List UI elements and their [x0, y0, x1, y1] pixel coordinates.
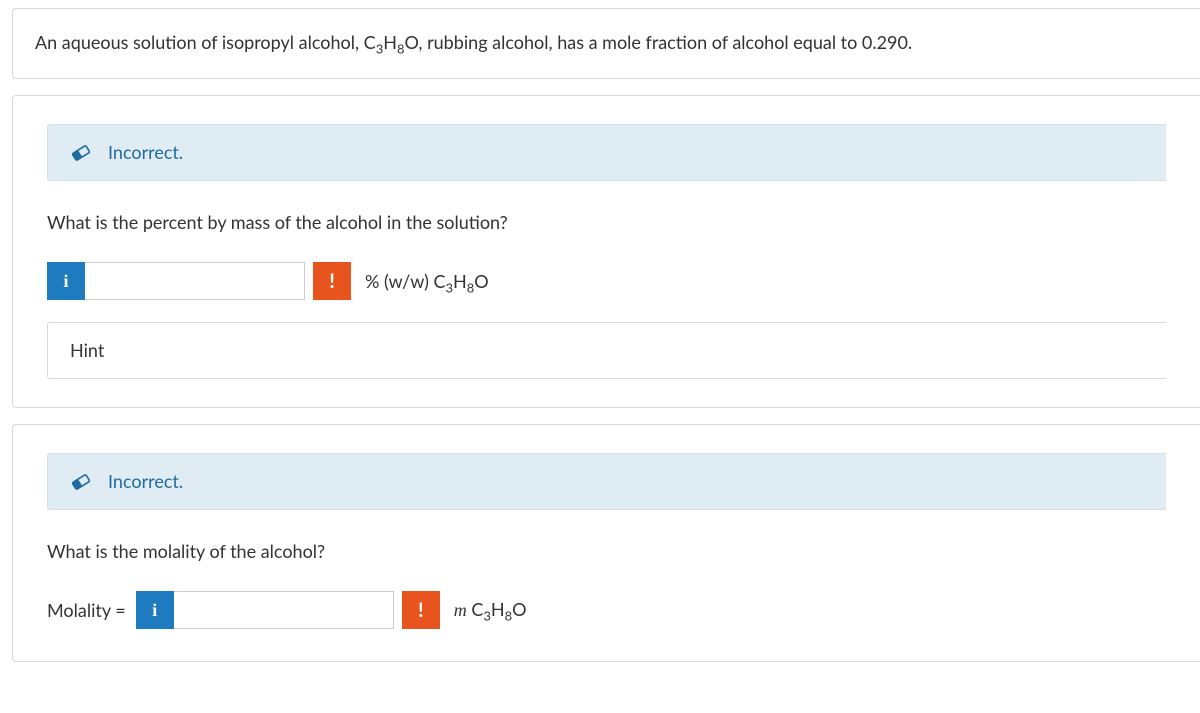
info-button[interactable]: i: [47, 262, 85, 300]
intro-formula: C3H8O: [364, 31, 419, 53]
part1-unit-label: % (w/w) C3H8O: [365, 268, 489, 295]
part1-panel: Incorrect. What is the percent by mass o…: [12, 95, 1200, 408]
unit-formula: C3H8O: [471, 598, 526, 620]
part1-question: What is the percent by mass of the alcoh…: [47, 209, 1166, 236]
part2-question: What is the molality of the alcohol?: [47, 538, 1166, 565]
intro-before: An aqueous solution of isopropyl alcohol…: [35, 31, 364, 53]
part2-answer-input[interactable]: [174, 591, 394, 629]
intro-text: An aqueous solution of isopropyl alcohol…: [13, 9, 1200, 78]
intro-after: , rubbing alcohol, has a mole fraction o…: [418, 31, 912, 53]
info-button[interactable]: i: [136, 591, 174, 629]
warning-button[interactable]: !: [313, 262, 351, 300]
intro-panel: An aqueous solution of isopropyl alcohol…: [12, 8, 1200, 79]
part2-input-row: Molality = i ! m C3H8O: [47, 591, 1166, 629]
hint-button[interactable]: Hint: [47, 322, 1166, 379]
unit-italic-m: m: [454, 600, 467, 620]
eraser-icon: [70, 472, 92, 492]
warning-button[interactable]: !: [402, 591, 440, 629]
molality-prefix: Molality =: [47, 597, 126, 624]
part2-unit-label: m C3H8O: [454, 596, 527, 624]
part2-panel: Incorrect. What is the molality of the a…: [12, 424, 1200, 662]
part1-input-row: i ! % (w/w) C3H8O: [47, 262, 1166, 300]
part1-status-text: Incorrect.: [108, 139, 183, 166]
unit-formula: C3H8O: [433, 270, 488, 292]
part1-status-bar: Incorrect.: [47, 124, 1166, 181]
eraser-icon: [70, 143, 92, 163]
part2-status-text: Incorrect.: [108, 468, 183, 495]
part1-answer-input[interactable]: [85, 262, 305, 300]
part2-status-bar: Incorrect.: [47, 453, 1166, 510]
unit-prefix: % (w/w): [365, 270, 433, 292]
